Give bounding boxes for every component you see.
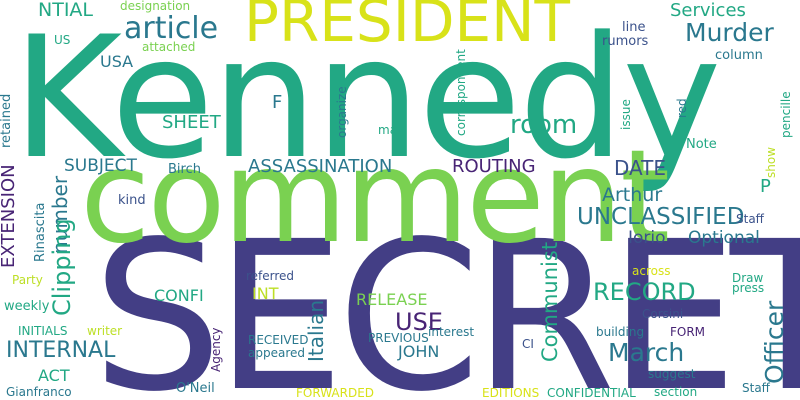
- word-article: article: [124, 11, 219, 46]
- word-date: DATE: [614, 156, 667, 180]
- word-writer: writer: [87, 324, 123, 338]
- word-subject: SUBJECT: [64, 156, 137, 176]
- word-act: ACT: [38, 366, 70, 385]
- word-kind: kind: [118, 193, 146, 208]
- word-line: line: [622, 20, 646, 35]
- word-corsini: Corsini: [642, 307, 684, 321]
- word-murder: Murder: [685, 18, 774, 47]
- word-p: P: [760, 176, 771, 197]
- word-gianfranco: Gianfranco: [6, 385, 72, 399]
- word-use: USE: [395, 308, 443, 336]
- word-retained: retained: [0, 93, 14, 148]
- word-clipping: Clipping: [48, 218, 76, 316]
- word-received: RECEIVED: [248, 333, 309, 347]
- word-agency: Agency: [209, 327, 223, 372]
- word-secret: SECRET: [92, 197, 800, 400]
- word-services: Services: [670, 0, 746, 21]
- word-weekly: weekly: [4, 299, 50, 314]
- word-organize: organize: [335, 86, 349, 138]
- word-rumors: rumors: [602, 34, 649, 49]
- word-initials: INITIALS: [18, 324, 68, 338]
- word-f: F: [272, 92, 283, 113]
- word-oneil: O'Neil: [176, 381, 215, 396]
- word-across: across: [632, 264, 671, 278]
- word-unclassified: UNCLASSIFIED: [577, 204, 745, 230]
- word-may: may: [378, 123, 405, 137]
- word-draw: Draw: [732, 271, 764, 285]
- word-int: INT: [252, 284, 279, 303]
- word-comment: comment: [80, 123, 670, 272]
- word-editions: EDITIONS: [482, 386, 540, 400]
- word-interest: interest: [428, 325, 475, 339]
- word-room: room: [510, 110, 578, 140]
- word-italian: Italian: [304, 299, 328, 362]
- word-staff-bottom: Staff: [742, 381, 770, 395]
- word-communist: Communist: [538, 241, 562, 362]
- word-form: FORM: [670, 325, 706, 339]
- word-john: JOHN: [398, 342, 440, 361]
- word-internal: INTERNAL: [6, 338, 116, 363]
- word-march: March: [608, 338, 685, 367]
- word-note: Note: [686, 137, 717, 152]
- word-kennedy: Kennedy: [12, 0, 722, 196]
- word-usa: USA: [100, 52, 134, 71]
- word-president: PRESIDENT: [244, 0, 570, 55]
- word-column: column: [715, 48, 763, 63]
- word-birch: Birch: [168, 162, 201, 177]
- word-ci: CI: [522, 337, 534, 351]
- word-correspondent: correspondent: [454, 49, 468, 136]
- word-show: show: [764, 146, 778, 178]
- word-confi: CONFI: [154, 286, 204, 305]
- word-ntial: NTIAL: [38, 0, 94, 21]
- word-designation: designation: [120, 0, 191, 13]
- word-release: RELEASE: [356, 290, 428, 309]
- word-suggest: suggest: [648, 367, 696, 381]
- word-confidential: CONFIDENTIAL: [547, 386, 636, 400]
- word-extension: EXTENSION: [0, 164, 19, 268]
- word-record: RECORD: [593, 278, 696, 306]
- word-previous: PREVIOUS: [368, 331, 429, 345]
- word-referred: referred: [246, 269, 295, 283]
- word-assassination: ASSASSINATION: [248, 156, 393, 177]
- word-press: press: [732, 281, 765, 295]
- word-red: red: [675, 98, 689, 118]
- word-sheet: SHEET: [162, 112, 221, 133]
- word-routing: ROUTING: [452, 156, 536, 177]
- word-issue: issue: [619, 99, 633, 130]
- word-attached: attached: [142, 40, 196, 54]
- word-iorio: Iorio: [628, 228, 666, 248]
- word-building: building: [596, 325, 645, 339]
- word-section: section: [654, 385, 698, 399]
- word-appeared: appeared: [248, 346, 305, 360]
- word-officer: Officer: [760, 300, 789, 384]
- word-arthur: Arthur: [602, 184, 663, 206]
- word-pencille: pencille: [779, 91, 793, 138]
- word-staff-top: Staff: [736, 212, 764, 226]
- word-us: US: [54, 33, 71, 47]
- word-rinascita: Rinascita: [33, 202, 48, 262]
- word-party: Party: [12, 273, 43, 287]
- word-forwarded: FORWARDED: [296, 386, 375, 400]
- word-optional: Optional: [688, 228, 760, 248]
